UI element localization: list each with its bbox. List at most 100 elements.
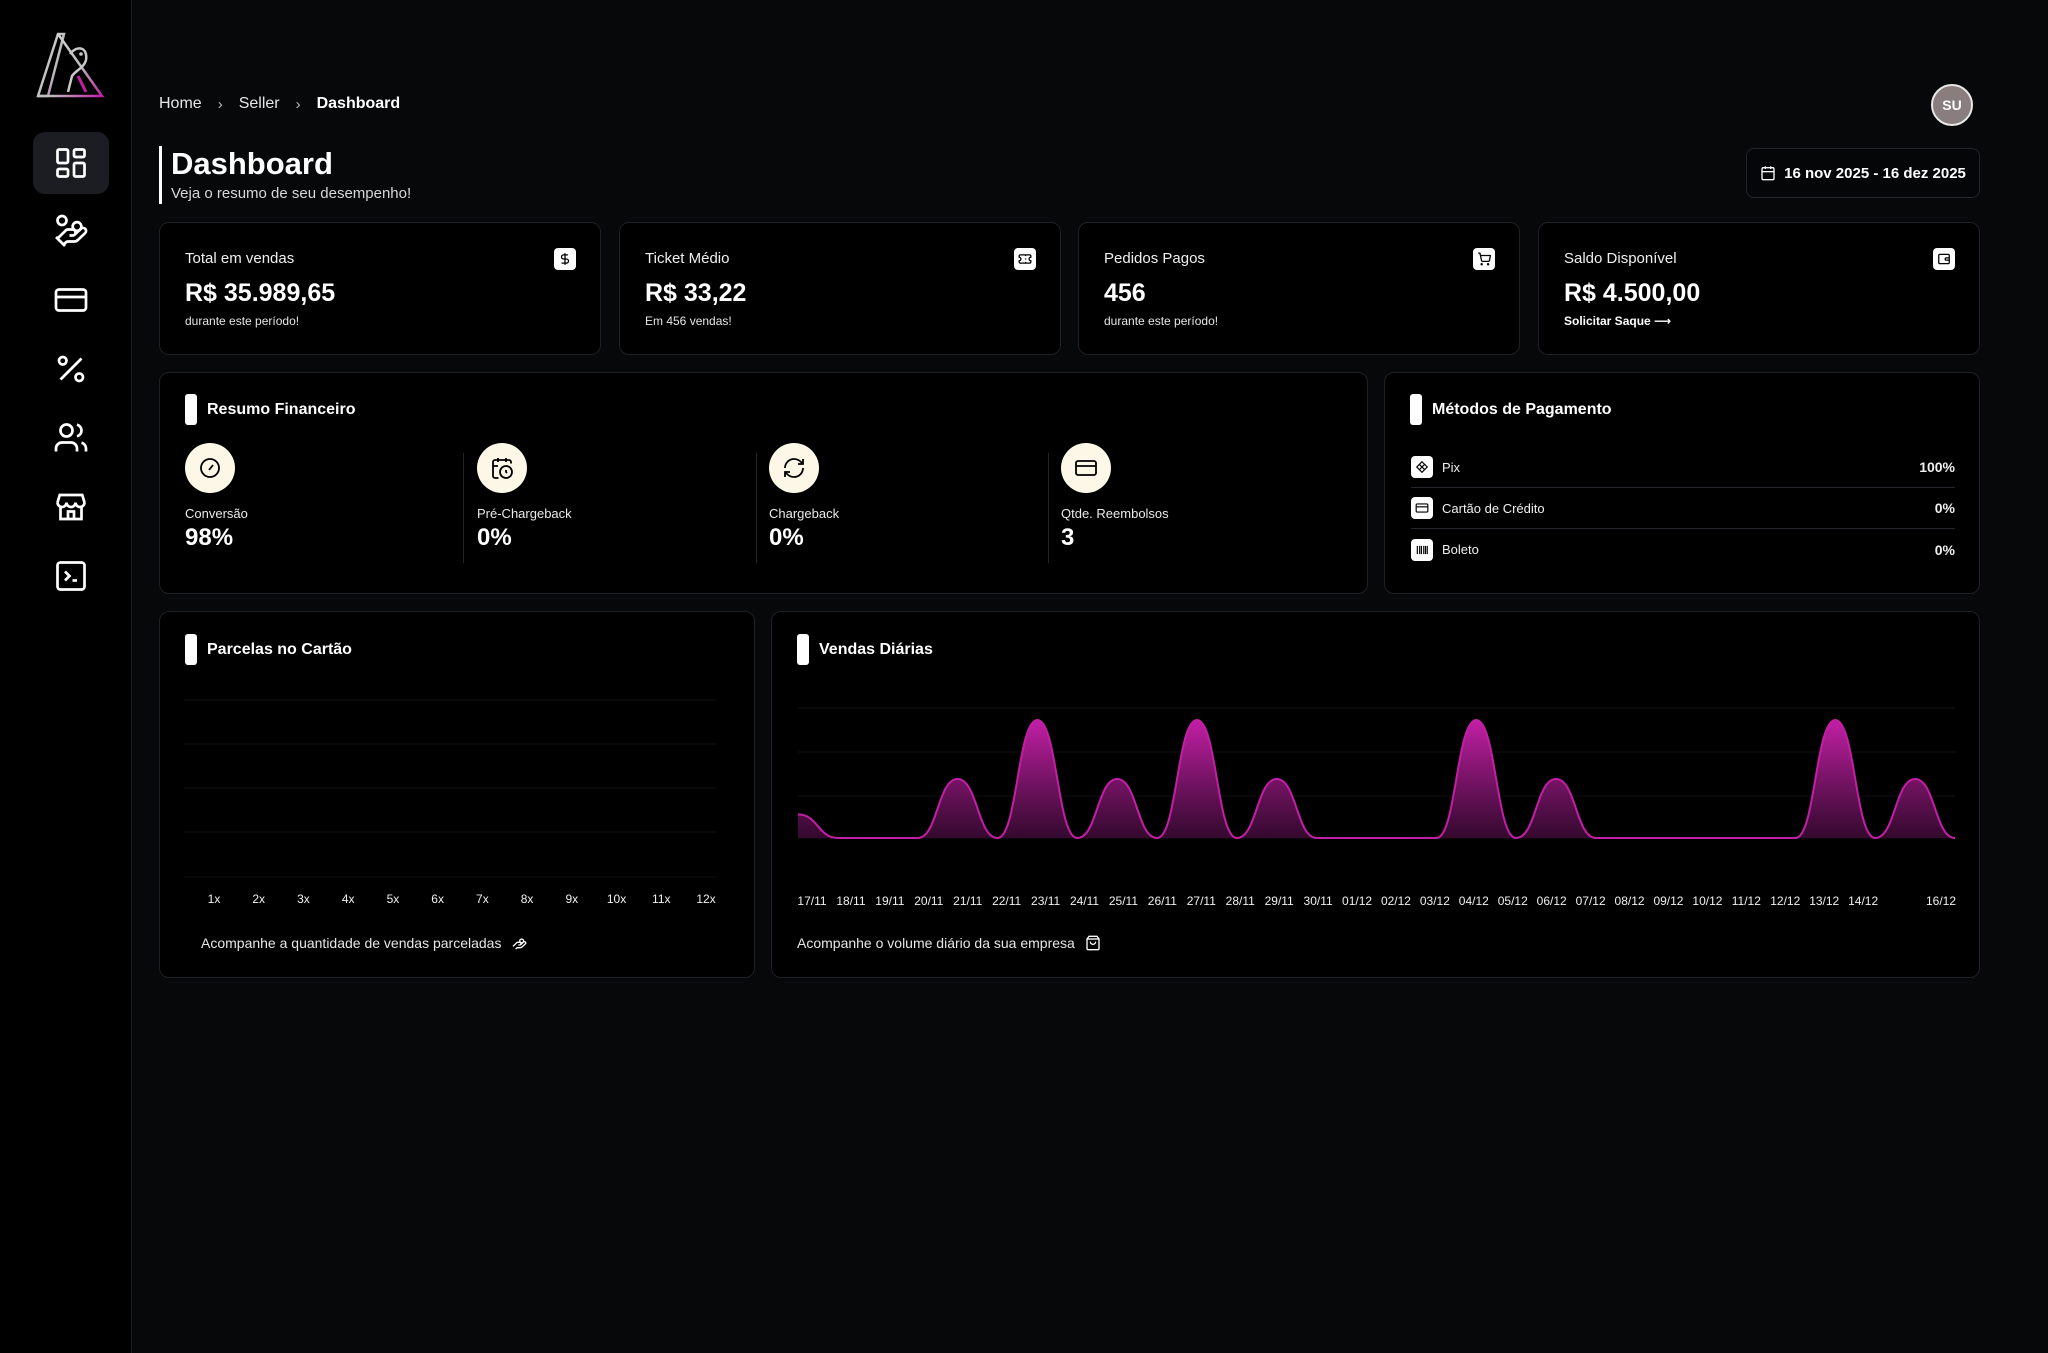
cart-icon	[1473, 248, 1495, 270]
breadcrumb-separator: ›	[217, 95, 223, 113]
store-icon	[56, 493, 86, 521]
x-tick-label: 01/12	[1342, 894, 1372, 908]
request-withdrawal-link[interactable]: Solicitar Saque ⟶	[1564, 314, 1672, 328]
page-header: Dashboard Veja o resumo de seu desempenh…	[159, 146, 411, 204]
footnote-text: Acompanhe o volume diário da sua empresa	[797, 935, 1075, 951]
section-marker	[1410, 394, 1422, 425]
x-tick-label: 04/12	[1459, 894, 1489, 908]
nav-fees[interactable]	[33, 338, 109, 400]
breadcrumb-home[interactable]: Home	[159, 95, 202, 112]
x-tick-label: 24/11	[1070, 894, 1099, 908]
user-avatar[interactable]: SU	[1931, 84, 1973, 126]
dashboard-icon	[56, 148, 86, 178]
refresh-icon	[769, 443, 819, 493]
nav-payments[interactable]	[33, 269, 109, 331]
x-tick-label: 05/12	[1498, 894, 1528, 908]
page-title: Dashboard	[171, 146, 333, 181]
x-tick-label: 1x	[208, 892, 221, 906]
x-tick-label: 17/11	[797, 894, 826, 908]
gauge-icon	[185, 443, 235, 493]
footnote-text: Acompanhe a quantidade de vendas parcela…	[201, 935, 502, 951]
payment-method-pix: Pix 100%	[1411, 447, 1955, 488]
stat-card-available-balance: Saldo Disponível R$ 4.500,00 Solicitar S…	[1538, 222, 1980, 355]
daily-sales-chart: 17/11 18/11 19/11 20/11 21/11 22/11 23/11 24/11…	[797, 707, 1956, 908]
nav-store[interactable]	[33, 476, 109, 538]
stat-label: Ticket Médio	[645, 250, 730, 267]
breadcrumb: Home › Seller › Dashboard	[159, 95, 400, 113]
x-tick-label: 22/11	[992, 894, 1021, 908]
x-tick-label: 10/12	[1692, 894, 1722, 908]
x-tick-label: 19/11	[875, 894, 904, 908]
nav-developer[interactable]	[33, 545, 109, 607]
ticket-icon	[1014, 248, 1036, 270]
pix-icon	[1411, 456, 1433, 478]
metric-conversion: Conversão 98%	[185, 443, 455, 561]
date-range-picker[interactable]: 16 nov 2025 - 16 dez 2025	[1746, 148, 1980, 198]
series-line	[797, 718, 1956, 840]
metric-refunds: Qtde. Reembolsos 3	[1061, 443, 1331, 561]
section-marker	[797, 634, 809, 665]
chart-footnote: Acompanhe o volume diário da sua empresa	[797, 935, 1101, 951]
metric-label: Chargeback	[769, 506, 840, 521]
x-tick-label: 30/11	[1304, 894, 1333, 908]
divider	[1048, 453, 1049, 563]
section-marker	[185, 634, 197, 665]
x-tick-label: 26/11	[1148, 894, 1177, 908]
breadcrumb-seller[interactable]: Seller	[238, 95, 280, 112]
credit-card-icon	[1411, 497, 1433, 519]
nav-dashboard[interactable]	[33, 132, 109, 194]
x-tick-label: 4x	[342, 892, 355, 906]
percent-icon	[57, 355, 85, 383]
section-header: Métodos de Pagamento	[1410, 394, 1612, 425]
section-title: Vendas Diárias	[819, 640, 933, 658]
stat-value: R$ 35.989,65	[185, 279, 336, 307]
wallet-icon	[1933, 248, 1955, 270]
x-tick-label: 3x	[297, 892, 310, 906]
stat-label: Saldo Disponível	[1564, 250, 1677, 267]
stat-note: durante este período!	[1104, 314, 1219, 328]
x-tick-label: 21/11	[953, 894, 982, 908]
calendar-icon	[1761, 166, 1775, 181]
metric-label: Qtde. Reembolsos	[1061, 506, 1169, 521]
stat-label: Pedidos Pagos	[1104, 250, 1205, 267]
x-tick-label: 20/11	[914, 894, 943, 908]
metric-value: 0%	[769, 524, 804, 551]
payment-method-value: 0%	[1934, 541, 1955, 558]
x-tick-label: 02/12	[1381, 894, 1411, 908]
hand-coins-icon	[512, 938, 527, 950]
section-header: Parcelas no Cartão	[185, 634, 352, 665]
stat-note: Em 456 vendas!	[645, 314, 732, 328]
breadcrumb-separator: ›	[295, 95, 301, 113]
payment-method-credit-card: Cartão de Crédito 0%	[1411, 488, 1955, 529]
x-tick-label: 27/11	[1187, 894, 1216, 908]
x-tick-label: 18/11	[836, 894, 865, 908]
metric-label: Pré-Chargeback	[477, 506, 572, 521]
stat-value: R$ 4.500,00	[1564, 279, 1701, 307]
area-fill	[798, 720, 1955, 838]
chart-footnote: Acompanhe a quantidade de vendas parcela…	[201, 935, 527, 951]
x-tick-label: 11x	[652, 892, 670, 906]
x-tick-label: 9x	[565, 892, 578, 906]
credit-card-icon	[54, 288, 88, 312]
x-tick-label: 2x	[252, 892, 265, 906]
financial-summary-card: Resumo Financeiro Conversão 98% Pré-Char…	[159, 372, 1368, 594]
x-tick-label: 12x	[696, 892, 715, 906]
payment-method-value: 100%	[1919, 459, 1955, 475]
nav-customers[interactable]	[33, 407, 109, 469]
payment-method-label: Boleto	[1442, 542, 1479, 557]
calendar-clock-icon	[477, 443, 527, 493]
brand-logo[interactable]	[34, 30, 106, 100]
sidebar	[0, 0, 132, 1353]
nav-sales[interactable]	[33, 200, 109, 262]
stat-card-paid-orders: Pedidos Pagos 456 durante este período!	[1078, 222, 1520, 355]
x-tick-label: 13/12	[1809, 894, 1839, 908]
payment-method-value: 0%	[1934, 500, 1955, 516]
installments-chart: 1x 2x 3x 4x 5x 6x 7x 8x 9x 10x 11x 12x	[184, 699, 716, 906]
x-tick-label: 8x	[521, 892, 534, 906]
metric-label: Conversão	[185, 506, 248, 521]
stat-card-total-sales: Total em vendas R$ 35.989,65 durante est…	[159, 222, 601, 355]
x-tick-label: 12/12	[1770, 894, 1800, 908]
breadcrumb-current: Dashboard	[316, 95, 401, 112]
x-tick-label: 16/12	[1926, 894, 1956, 908]
payment-methods-card: Métodos de Pagamento Pix 100% Cartão de …	[1384, 372, 1980, 594]
